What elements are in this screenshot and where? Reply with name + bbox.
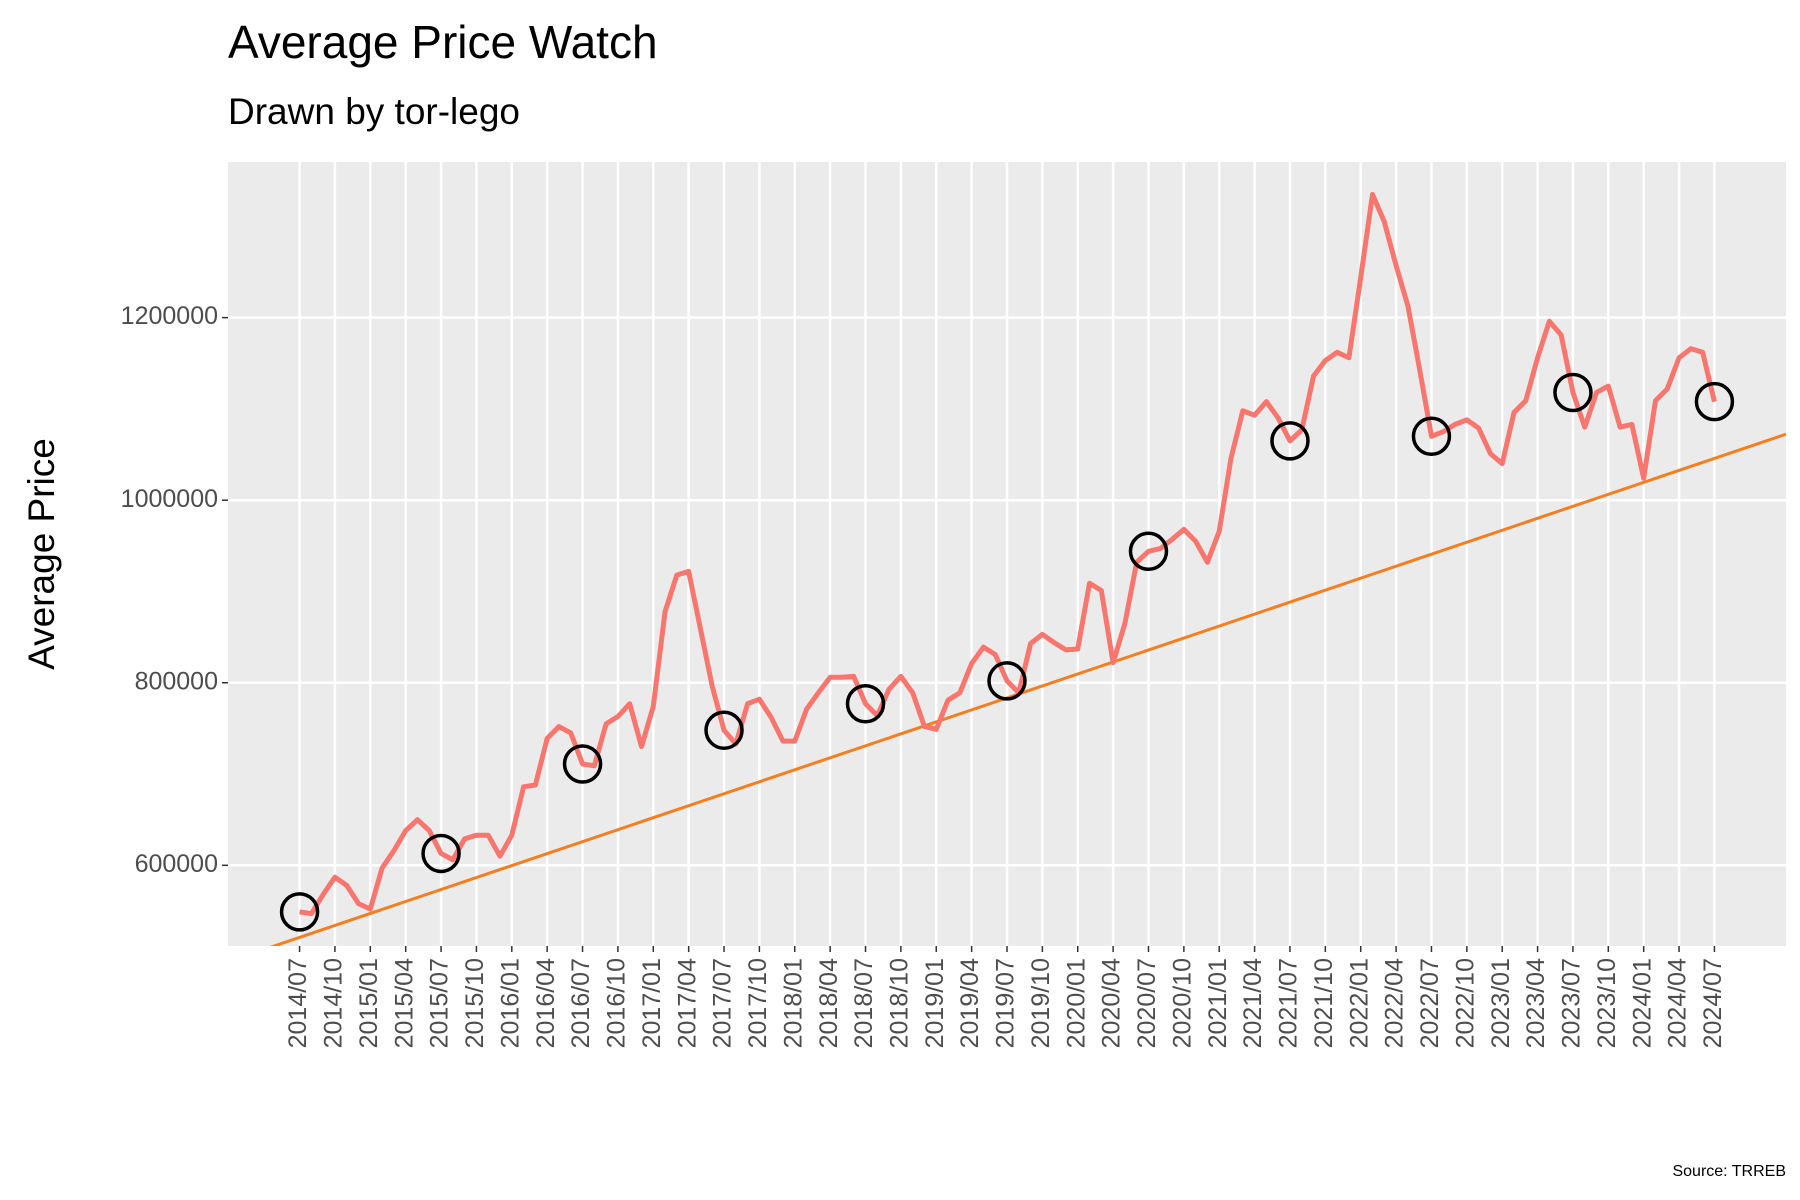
y-tick-label: 1200000: [121, 302, 218, 330]
x-tick-label: 2018/07: [850, 958, 878, 1048]
highlight-marker: [1270, 421, 1310, 461]
x-tick-label: 2021/10: [1310, 958, 1338, 1048]
x-tick-label: 2024/07: [1699, 958, 1727, 1048]
highlight-marker: [1694, 381, 1735, 422]
x-tick-label: 2014/07: [284, 958, 312, 1048]
x-tick-label: 2019/10: [1027, 958, 1055, 1048]
x-tick-label: 2016/04: [532, 958, 560, 1048]
x-tick-label: 2022/01: [1345, 958, 1373, 1048]
x-tick-label: 2022/07: [1416, 958, 1444, 1048]
x-tick-label: 2017/04: [673, 958, 701, 1048]
y-tick-label: 1000000: [121, 485, 218, 513]
x-tick-label: 2020/07: [1133, 958, 1161, 1048]
y-tick-label: 800000: [135, 667, 218, 695]
x-tick-label: 2015/01: [355, 958, 383, 1048]
x-tick-label: 2024/04: [1664, 958, 1692, 1048]
x-tick-label: 2023/10: [1593, 958, 1621, 1048]
x-tick-label: 2017/01: [638, 958, 666, 1048]
x-tick-label: 2022/04: [1381, 958, 1409, 1048]
x-tick-label: 2016/10: [603, 958, 631, 1048]
x-tick-label: 2017/10: [744, 958, 772, 1048]
x-tick-label: 2021/04: [1239, 958, 1267, 1048]
chart-title: Average Price Watch: [228, 16, 658, 68]
x-tick-label: 2021/07: [1275, 958, 1303, 1048]
x-tick-label: 2014/10: [320, 958, 348, 1048]
x-tick-label: 2020/10: [1168, 958, 1196, 1048]
plot-area: [269, 191, 1786, 946]
highlight-marker: [279, 892, 320, 932]
highlight-marker: [1411, 416, 1452, 457]
x-tick-label: 2023/07: [1558, 958, 1586, 1048]
highlight-marker: [704, 710, 744, 750]
highlight-marker: [1128, 531, 1169, 572]
highlight-marker: [845, 683, 886, 724]
x-tick-label: 2018/10: [885, 958, 913, 1048]
x-tick-label: 2019/04: [956, 958, 984, 1048]
x-tick-label: 2023/01: [1487, 958, 1515, 1048]
x-tick-label: 2018/04: [815, 958, 843, 1048]
highlight-marker: [421, 833, 461, 874]
x-tick-label: 2015/10: [461, 958, 489, 1048]
x-tick-label: 2022/10: [1451, 958, 1479, 1048]
x-tick-label: 2023/04: [1522, 958, 1550, 1048]
y-tick-label: 600000: [135, 850, 218, 878]
highlight-marker: [562, 744, 603, 784]
chart-subtitle: Drawn by tor-lego: [228, 91, 520, 132]
x-tick-label: 2020/01: [1062, 958, 1090, 1048]
x-tick-label: 2021/01: [1204, 958, 1232, 1048]
x-tick-label: 2020/04: [1098, 958, 1126, 1048]
x-tick-label: 2024/01: [1628, 958, 1656, 1048]
price-line: [299, 191, 1717, 917]
x-tick-label: 2016/01: [496, 958, 524, 1048]
x-tick-label: 2016/07: [567, 958, 595, 1048]
highlight-marker: [987, 661, 1027, 701]
x-tick-label: 2017/07: [709, 958, 737, 1048]
y-axis-title: Average Price: [21, 438, 62, 670]
caption: Source: TRREB: [1672, 1163, 1786, 1180]
x-tick-label: 2019/01: [921, 958, 949, 1048]
x-tick-label: 2019/07: [992, 958, 1020, 1048]
x-tick-label: 2018/01: [779, 958, 807, 1048]
highlight-marker: [1553, 372, 1593, 413]
x-tick-label: 2015/07: [426, 958, 454, 1048]
x-tick-label: 2015/04: [390, 958, 418, 1048]
